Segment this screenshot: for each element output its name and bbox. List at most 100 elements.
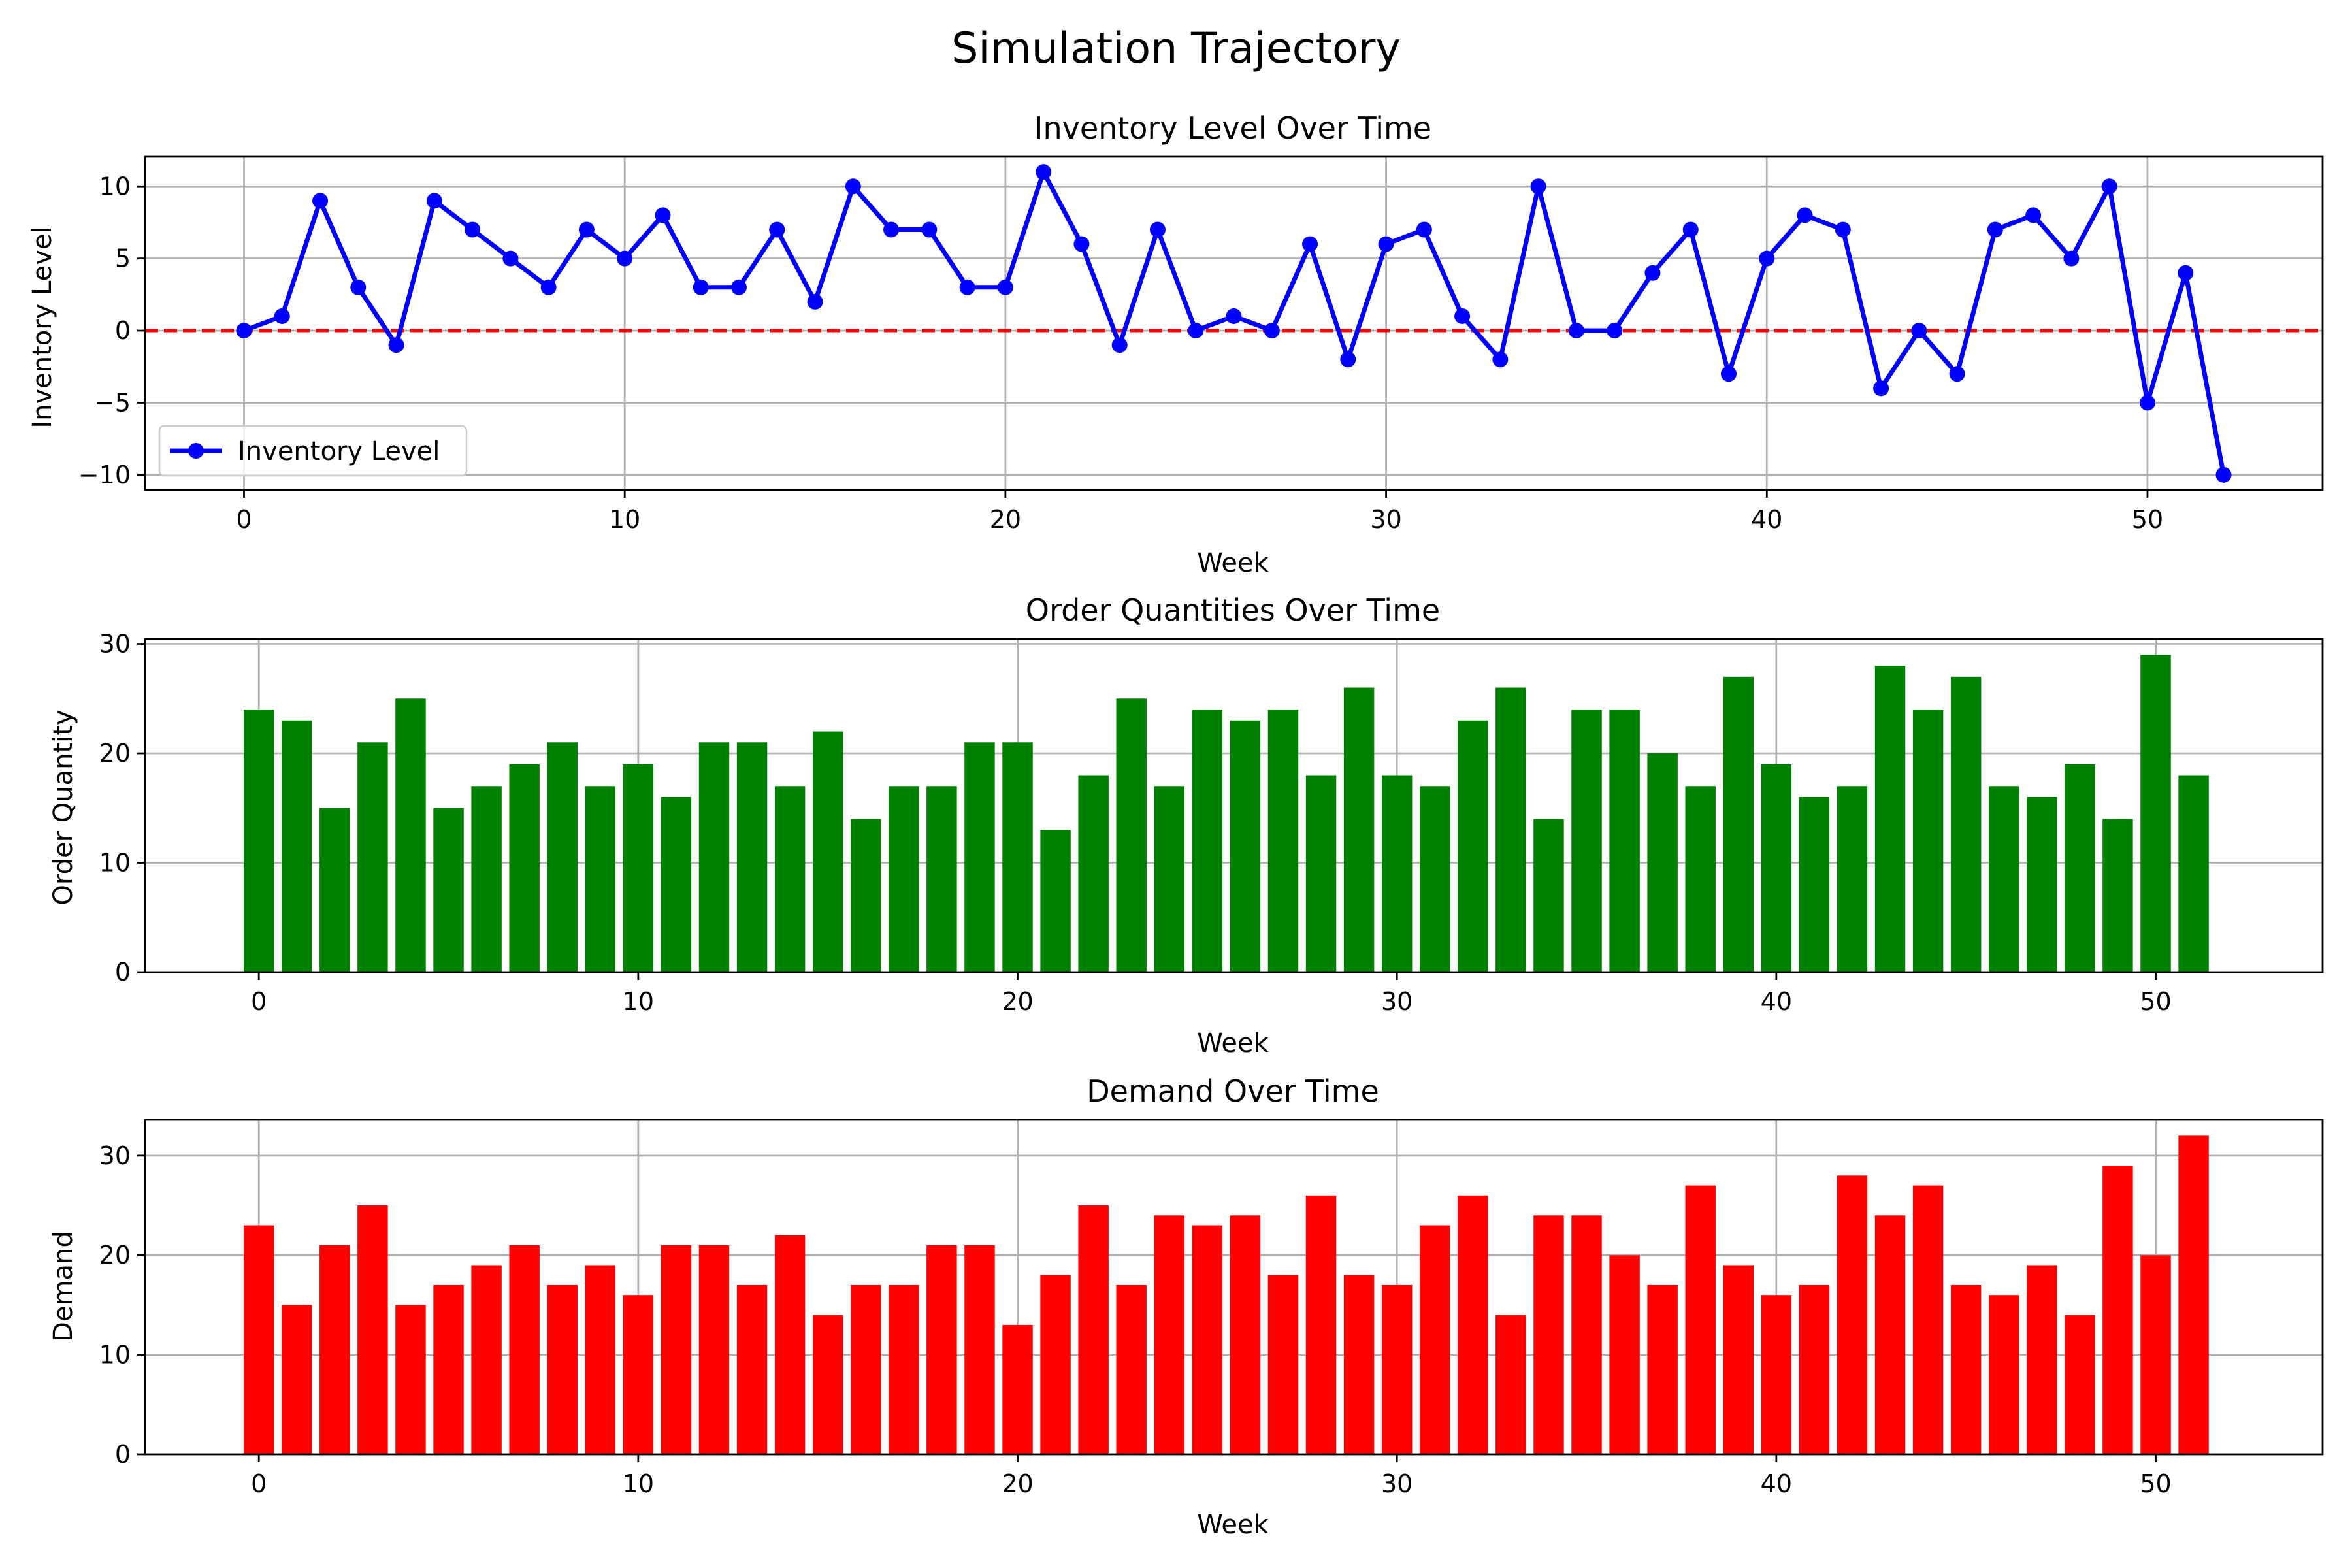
inventory-point	[350, 279, 367, 295]
legend-label: Inventory Level	[238, 436, 440, 466]
order-quantity-bar	[1874, 666, 1906, 972]
inventory-point	[1835, 221, 1851, 238]
demand-chart-xlabel: Week	[1197, 1510, 1269, 1540]
inventory-point	[1340, 351, 1356, 368]
inventory-xtick-label: 20	[990, 505, 1021, 534]
demand-bar	[1495, 1315, 1526, 1454]
order-quantity-xtick-label: 30	[1381, 987, 1413, 1016]
inventory-point	[997, 279, 1013, 295]
inventory-point	[2139, 395, 2155, 411]
demand-bar	[319, 1245, 350, 1454]
order-quantity-bar	[1609, 710, 1640, 972]
demand-ytick-label: 20	[99, 1241, 131, 1269]
demand-bar	[1989, 1295, 2019, 1454]
order-quantity-bar	[1192, 710, 1223, 972]
inventory-point	[1568, 323, 1584, 339]
inventory-point	[1226, 308, 1242, 324]
order-quantity-bar	[1837, 786, 1868, 972]
demand-bar	[1040, 1275, 1071, 1454]
order-quantity-bar	[433, 808, 464, 972]
order-quantity-bar	[319, 808, 350, 972]
demand-bar	[509, 1245, 540, 1454]
inventory-chart-ylabel: Inventory Level	[27, 226, 57, 428]
order-quantity-bar	[509, 764, 540, 972]
inventory-point	[1492, 351, 1509, 368]
order-quantity-axes-frame	[144, 638, 2324, 973]
inventory-point	[2215, 466, 2232, 483]
order-quantity-bar	[357, 742, 388, 972]
inventory-xtick-label: 10	[609, 505, 640, 534]
demand-bar	[1305, 1195, 1337, 1454]
order-quantity-bar	[1343, 687, 1375, 972]
inventory-legend: Inventory Level	[158, 425, 468, 477]
demand-bar	[698, 1245, 730, 1454]
demand-bar	[1837, 1175, 1868, 1454]
order-quantity-bar	[1154, 786, 1185, 972]
order-quantity-bar	[1685, 786, 1716, 972]
inventory-point	[769, 221, 785, 238]
order-quantity-xtick-label: 10	[623, 987, 654, 1016]
order-quantity-bar	[774, 786, 806, 972]
order-quantity-bar	[471, 786, 502, 972]
inventory-point	[1149, 221, 1166, 238]
inventory-point	[1036, 164, 1052, 180]
order-quantity-bar	[1458, 720, 1488, 972]
inventory-point	[2025, 207, 2042, 223]
demand-bar	[1647, 1284, 1678, 1454]
order-quantity-bar	[1912, 710, 1944, 972]
inventory-point	[388, 337, 404, 353]
inventory-point	[312, 193, 329, 209]
order-quantity-bar	[1230, 720, 1261, 972]
order-quantity-bar	[1305, 775, 1337, 972]
inventory-xtick-label: 40	[1751, 505, 1782, 534]
order-quantity-bar	[736, 742, 768, 972]
order-quantity-xtick-label: 20	[1002, 987, 1033, 1016]
order-quantity-bar	[698, 742, 730, 972]
inventory-point	[655, 207, 671, 223]
inventory-point	[502, 250, 519, 267]
demand-bar	[1950, 1284, 1982, 1454]
order-quantity-bar	[2027, 797, 2057, 972]
inventory-chart-title: Inventory Level Over Time	[1034, 110, 1431, 146]
inventory-ytick-label: 5	[115, 244, 131, 273]
demand-bar	[547, 1284, 578, 1454]
demand-bar	[471, 1265, 502, 1454]
order-quantity-bar	[1116, 698, 1147, 972]
order-quantity-chart-title: Order Quantities Over Time	[1026, 593, 1440, 628]
demand-bar	[1154, 1215, 1185, 1454]
inventory-point	[921, 221, 938, 238]
order-quantity-bar	[547, 742, 578, 972]
order-quantity-bars	[243, 655, 2209, 972]
demand-xtick-label: 30	[1381, 1469, 1413, 1498]
inventory-point	[1416, 221, 1432, 238]
figure-title: Simulation Trajectory	[951, 24, 1401, 73]
order-quantity-ytick-label: 10	[99, 849, 131, 877]
order-quantity-bar	[661, 797, 692, 972]
inventory-chart-xlabel: Week	[1197, 548, 1269, 578]
inventory-point	[807, 293, 823, 310]
demand-bar	[1609, 1255, 1640, 1454]
inventory-point	[883, 221, 900, 238]
demand-ytick-label: 0	[115, 1440, 131, 1469]
demand-bar	[1799, 1284, 1830, 1454]
demand-xtick-label: 10	[623, 1469, 654, 1498]
order-quantity-bar	[1571, 710, 1602, 972]
order-quantity-bar	[585, 786, 616, 972]
order-quantity-bar	[1420, 786, 1450, 972]
demand-bar	[1685, 1185, 1716, 1454]
inventory-ytick-label: 0	[115, 316, 131, 345]
order-quantity-ytick-label: 0	[115, 958, 131, 987]
demand-bar	[2178, 1135, 2209, 1454]
demand-bar	[661, 1245, 692, 1454]
demand-bar	[2102, 1166, 2133, 1454]
demand-axes-frame	[144, 1119, 2324, 1456]
demand-bar	[1874, 1215, 1906, 1454]
demand-bar	[851, 1284, 881, 1454]
order-quantity-bar	[1647, 753, 1678, 972]
order-quantity-bar	[926, 786, 957, 972]
order-quantity-bar	[964, 742, 995, 972]
inventory-point	[1644, 265, 1661, 281]
inventory-point	[693, 279, 709, 295]
order-quantity-bar	[1989, 786, 2019, 972]
